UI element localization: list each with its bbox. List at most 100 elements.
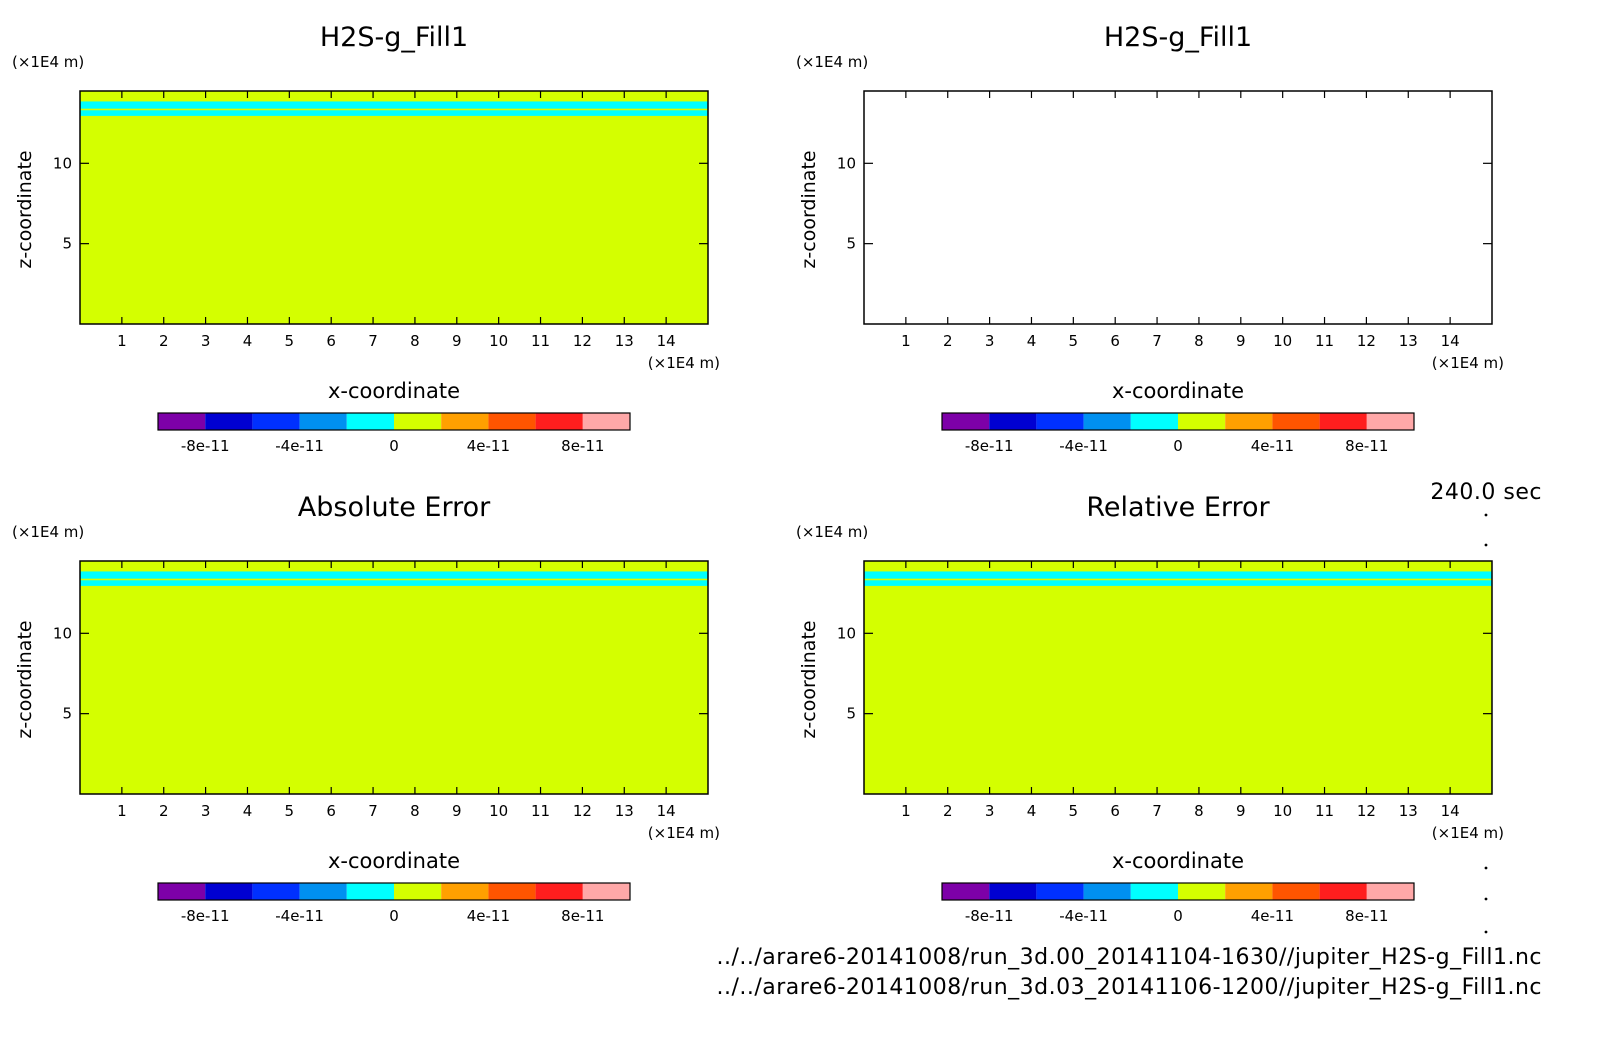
panel-4-colorbar-swatch-1	[942, 883, 990, 900]
panel-4-colorbar-swatch-3	[1036, 883, 1084, 900]
panel-2-xtick-label-13: 13	[1399, 332, 1418, 350]
panel-1-colorbar-label-3: 0	[389, 437, 399, 455]
panel-2-ytick-label-5: 5	[846, 235, 856, 253]
panel-4-colorbar-swatch-7	[1225, 883, 1273, 900]
panel-1-y-unit: (×1E4 m)	[12, 53, 84, 71]
panel-3-colorbar-swatch-1	[158, 883, 206, 900]
panel-1-xtick-label-4: 4	[243, 332, 253, 350]
panel-2-xtick-label-11: 11	[1315, 332, 1334, 350]
panel-1-xtick-label-12: 12	[573, 332, 592, 350]
panel-4-xtick-label-12: 12	[1357, 802, 1376, 820]
panel-2-xtick-label-7: 7	[1152, 332, 1162, 350]
panel-4-y-unit: (×1E4 m)	[796, 523, 868, 541]
panel-3-colorbar-label-2: -4e-11	[275, 907, 324, 925]
panel-3-colorbar-swatch-8	[488, 883, 536, 900]
panel-1-colorbar-swatch-2	[205, 413, 253, 430]
panel-4-colorbar-label-4: 4e-11	[1251, 907, 1294, 925]
panel-1-band-2	[80, 110, 708, 116]
panel-2-ytick-label-10: 10	[837, 154, 856, 172]
panel-1-colorbar-swatch-10	[582, 413, 630, 430]
panel-2-colorbar-frame	[941, 412, 1415, 431]
panel-3-colorbar-swatch-2	[205, 883, 253, 900]
panel-3-xtick-label-4: 4	[243, 802, 253, 820]
panel-3-xtick-label-6: 6	[326, 802, 336, 820]
panel-1-colorbar-swatch-7	[441, 413, 489, 430]
panel-4-colorbar-swatch-4	[1083, 883, 1131, 900]
panel-3-band-1	[80, 571, 708, 579]
panel-1-xtick-label-6: 6	[326, 332, 336, 350]
panel-4-band-1	[864, 571, 1492, 579]
panel-4-xtick-label-9: 9	[1236, 802, 1246, 820]
panel-1-colorbar-swatch-5	[346, 413, 394, 430]
panel-1-colorbar-frame	[157, 412, 631, 431]
panel-1-xtick-label-8: 8	[410, 332, 420, 350]
panel-2-colorbar-label-2: -4e-11	[1059, 437, 1108, 455]
panel-1-title: H2S-g_Fill1	[320, 22, 468, 53]
panel-4-title: Relative Error	[1086, 492, 1270, 523]
panel-3-xtick-label-12: 12	[573, 802, 592, 820]
panel-3-xtick-label-1: 1	[117, 802, 127, 820]
panel-2-ylabel: z-coordinate	[798, 150, 820, 268]
panel-2-title: H2S-g_Fill1	[1104, 22, 1252, 53]
panel-2-xtick-label-3: 3	[985, 332, 995, 350]
panel-1-ytick-label-5: 5	[62, 235, 72, 253]
panel-4-colorbar-swatch-2	[989, 883, 1037, 900]
panel-3-colorbar-swatch-6	[394, 883, 442, 900]
panel-3-colorbar-label-3: 0	[389, 907, 399, 925]
panel-3-xtick-label-14: 14	[657, 802, 676, 820]
panel-4-ytick-label-5: 5	[846, 705, 856, 723]
panel-3-colorbar-label-1: -8e-11	[181, 907, 230, 925]
panel-3-ytick-label-5: 5	[62, 705, 72, 723]
panel-3-ylabel: z-coordinate	[14, 620, 36, 738]
panel-1-xtick-label-10: 10	[489, 332, 508, 350]
panel-3-xtick-label-3: 3	[201, 802, 211, 820]
panel-2-colorbar-swatch-10	[1366, 413, 1414, 430]
panel-3-xlabel: x-coordinate	[328, 849, 460, 873]
panel-2-y-unit: (×1E4 m)	[796, 53, 868, 71]
panel-1-field	[80, 91, 708, 324]
panel-3-x-unit: (×1E4 m)	[648, 824, 720, 842]
panel-4-colorbar-swatch-5	[1130, 883, 1178, 900]
panel-1-xtick-label-1: 1	[117, 332, 127, 350]
panel-2-colorbar-swatch-9	[1319, 413, 1367, 430]
panel-3-xtick-label-11: 11	[531, 802, 550, 820]
panel-3-colorbar-swatch-4	[299, 883, 347, 900]
panel-2-colorbar-label-1: -8e-11	[965, 437, 1014, 455]
panel-1-xtick-label-2: 2	[159, 332, 169, 350]
panel-1-ytick-label-10: 10	[53, 154, 72, 172]
panel-1-xtick-label-9: 9	[452, 332, 462, 350]
panel-4-xtick-label-3: 3	[985, 802, 995, 820]
panel-1-colorbar-label-5: 8e-11	[561, 437, 604, 455]
panel-2-x-unit: (×1E4 m)	[1432, 354, 1504, 372]
panel-2-xtick-label-8: 8	[1194, 332, 1204, 350]
panel-2-colorbar-swatch-7	[1225, 413, 1273, 430]
panel-3-xtick-label-2: 2	[159, 802, 169, 820]
panel-1-colorbar-label-1: -8e-11	[181, 437, 230, 455]
panel-3-frame	[79, 560, 709, 795]
panel-4-xtick-label-11: 11	[1315, 802, 1334, 820]
panel-4-ytick-label-10: 10	[837, 624, 856, 642]
margin-dot-2	[1484, 543, 1488, 547]
panel-3-colorbar-frame	[157, 882, 631, 901]
panel-1-xtick-label-7: 7	[368, 332, 378, 350]
panel-1-colorbar-swatch-3	[252, 413, 300, 430]
panel-4-colorbar-label-3: 0	[1173, 907, 1183, 925]
panel-2-colorbar-label-5: 8e-11	[1345, 437, 1388, 455]
panel-1-colorbar-swatch-1	[158, 413, 206, 430]
panel-3-colorbar-swatch-10	[582, 883, 630, 900]
footer-file-b: ../../arare6-20141008/run_3d.03_20141106…	[716, 975, 1542, 1000]
panel-2-frame	[863, 90, 1493, 325]
margin-dot-3	[1484, 866, 1488, 870]
panel-4-xtick-label-6: 6	[1110, 802, 1120, 820]
panel-1-band-1	[80, 101, 708, 109]
panel-1-ylabel: z-coordinate	[14, 150, 36, 268]
panel-2-colorbar-label-4: 4e-11	[1251, 437, 1294, 455]
panel-1-colorbar-swatch-6	[394, 413, 442, 430]
panel-3-xtick-label-7: 7	[368, 802, 378, 820]
panel-4-colorbar-swatch-6	[1178, 883, 1226, 900]
panel-2-colorbar-swatch-2	[989, 413, 1037, 430]
panel-4-xtick-label-13: 13	[1399, 802, 1418, 820]
panel-3-xtick-label-5: 5	[285, 802, 295, 820]
panel-4-field	[864, 561, 1492, 794]
